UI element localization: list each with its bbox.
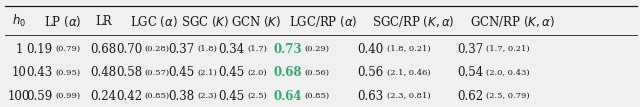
Text: 0.48: 0.48 [91, 66, 116, 79]
Text: 0.19: 0.19 [26, 43, 52, 56]
Text: (2.3): (2.3) [197, 92, 217, 100]
Text: (2.3, 0.81): (2.3, 0.81) [387, 92, 430, 100]
Text: (2.0): (2.0) [247, 69, 267, 77]
Text: 0.40: 0.40 [358, 43, 384, 56]
Text: (2.5): (2.5) [247, 92, 267, 100]
Text: 0.64: 0.64 [273, 90, 302, 103]
Text: 0.37: 0.37 [168, 43, 195, 56]
Text: (2.0, 0.43): (2.0, 0.43) [486, 69, 530, 77]
Text: 0.42: 0.42 [116, 90, 142, 103]
Text: 1: 1 [15, 43, 23, 56]
Text: (0.85): (0.85) [145, 92, 170, 100]
Text: (0.29): (0.29) [305, 45, 330, 53]
Text: (0.95): (0.95) [55, 69, 80, 77]
Text: LP $({\alpha})$: LP $({\alpha})$ [44, 14, 81, 29]
Text: 0.34: 0.34 [218, 43, 244, 56]
Text: (0.57): (0.57) [145, 69, 170, 77]
Text: $h_0$: $h_0$ [12, 13, 26, 29]
Text: (2.1, 0.46): (2.1, 0.46) [387, 69, 430, 77]
Text: 0.37: 0.37 [458, 43, 484, 56]
Text: 0.45: 0.45 [218, 66, 244, 79]
Text: LR: LR [95, 15, 112, 28]
Text: (0.28): (0.28) [145, 45, 170, 53]
Text: (0.85): (0.85) [305, 92, 330, 100]
Text: (1.7, 0.21): (1.7, 0.21) [486, 45, 530, 53]
Text: (0.79): (0.79) [55, 45, 80, 53]
Text: GCN $({K})$: GCN $({K})$ [231, 14, 281, 29]
Text: 0.62: 0.62 [458, 90, 484, 103]
Text: 0.54: 0.54 [458, 66, 484, 79]
Text: (2.5, 0.79): (2.5, 0.79) [486, 92, 530, 100]
Text: 0.59: 0.59 [26, 90, 52, 103]
Text: SGC/RP $({K},{\alpha})$: SGC/RP $({K},{\alpha})$ [372, 14, 454, 29]
Text: GCN/RP $({K},{\alpha})$: GCN/RP $({K},{\alpha})$ [470, 14, 554, 29]
Text: (1.8, 0.21): (1.8, 0.21) [387, 45, 430, 53]
Text: LGC/RP $({\alpha})$: LGC/RP $({\alpha})$ [289, 14, 358, 29]
Text: SGC $({K})$: SGC $({K})$ [180, 14, 229, 29]
Text: (0.99): (0.99) [55, 92, 80, 100]
Text: 0.58: 0.58 [116, 66, 142, 79]
Text: (1.8): (1.8) [197, 45, 217, 53]
Text: (1.7): (1.7) [247, 45, 267, 53]
Text: 0.45: 0.45 [168, 66, 195, 79]
Text: 0.68: 0.68 [91, 43, 116, 56]
Text: 10: 10 [12, 66, 27, 79]
Text: 0.43: 0.43 [26, 66, 52, 79]
Text: 0.24: 0.24 [91, 90, 116, 103]
Text: 0.68: 0.68 [273, 66, 302, 79]
Text: 0.70: 0.70 [116, 43, 142, 56]
Text: 0.45: 0.45 [218, 90, 244, 103]
Text: 0.56: 0.56 [358, 66, 384, 79]
Text: LGC $({\alpha})$: LGC $({\alpha})$ [130, 14, 177, 29]
Text: (2.1): (2.1) [197, 69, 217, 77]
Text: 0.63: 0.63 [358, 90, 384, 103]
Text: 100: 100 [8, 90, 30, 103]
Text: 0.38: 0.38 [168, 90, 195, 103]
Text: 0.73: 0.73 [273, 43, 302, 56]
Text: (0.56): (0.56) [305, 69, 330, 77]
